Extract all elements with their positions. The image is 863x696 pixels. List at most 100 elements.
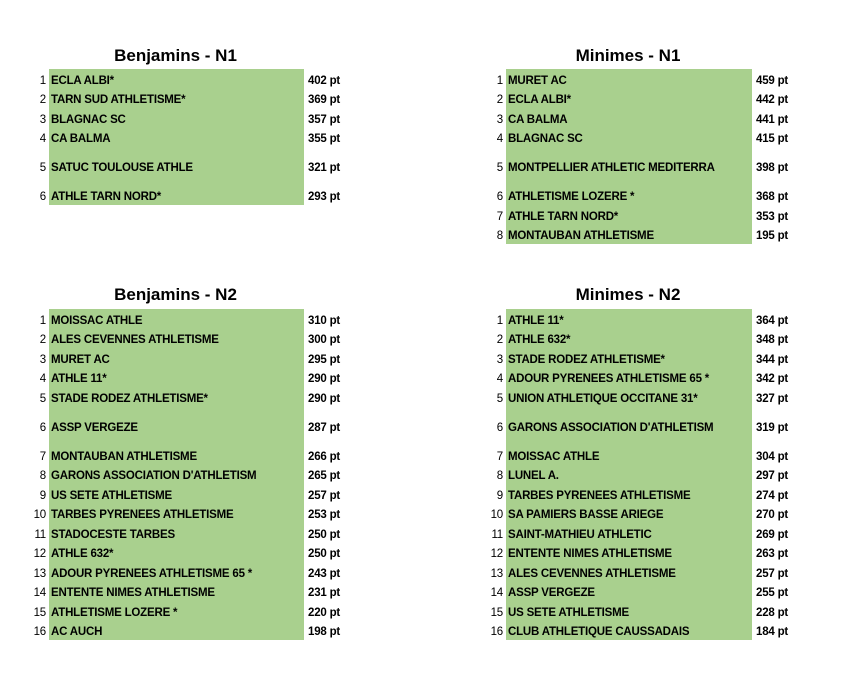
points-cell: 290 pt [308, 373, 341, 385]
rank-cell: 6 [496, 421, 503, 434]
table-row: 11 SAINT-MATHIEU ATHLETIC 269 pt [480, 523, 788, 543]
table-row: 1 MURET AC 459 pt [480, 69, 788, 89]
rank-cell: 4 [496, 373, 503, 385]
club-cell: SA PAMIERS BASSE ARIEGE [506, 503, 752, 523]
table-row: 16 CLUB ATHLETIQUE CAUSSADAIS 184 pt [480, 620, 789, 640]
table-title: Benjamins - N1 [114, 46, 237, 65]
table-row: 5 SATUC TOULOUSE ATHLE 321 pt [30, 147, 340, 176]
rank-cell: 3 [39, 353, 46, 366]
rank-cell: 1 [496, 314, 503, 327]
points-cell: 368 pt [756, 191, 789, 203]
ranking-table: 1 MURET AC 459 pt 2 ECLA ALBI* 442 pt 3 CA BALM… [480, 69, 788, 244]
rank-cell: 2 [496, 94, 503, 106]
points-cell: 441 pt [756, 113, 789, 126]
club-cell: CLUB ATHLETIQUE CAUSSADAIS [506, 620, 752, 640]
table-row: 12 ATHLE 632* 250 pt [30, 542, 340, 562]
rank-cell: 10 [490, 509, 504, 521]
table-title: Minimes - N2 [575, 285, 681, 304]
rank-cell: 15 [490, 606, 504, 619]
club-cell: ECLA ALBI* [49, 69, 304, 89]
rank-cell: 12 [490, 548, 504, 560]
points-cell: 263 pt [756, 548, 789, 560]
rank-cell: 1 [39, 74, 46, 87]
points-cell: 353 pt [756, 210, 789, 223]
points-cell: 198 pt [308, 626, 341, 638]
points-cell: 344 pt [756, 353, 789, 366]
club-cell: ENTENTE NIMES ATHLETISME [49, 581, 304, 601]
table-row: 13 ALES CEVENNES ATHLETISME 257 pt [480, 562, 788, 582]
points-cell: 415 pt [756, 133, 789, 145]
rank-cell: 13 [33, 567, 47, 580]
table-row: 9 US SETE ATHLETISME 257 pt [30, 484, 340, 504]
table-title: Minimes - N1 [575, 46, 681, 65]
club-cell: CA BALMA [49, 127, 304, 147]
points-cell: 293 pt [308, 191, 341, 203]
rank-cell: 2 [39, 94, 46, 106]
points-cell: 184 pt [756, 626, 789, 638]
table-row: 14 ENTENTE NIMES ATHLETISME 231 pt [30, 581, 340, 601]
club-cell: TARBES PYRENEES ATHLETISME [506, 484, 752, 504]
club-cell: ENTENTE NIMES ATHLETISME [506, 542, 752, 562]
table-row: 8 GARONS ASSOCIATION D'ATHLETISM 265 pt [30, 464, 340, 484]
table-row: 10 TARBES PYRENEES ATHLETISME 253 pt [30, 503, 340, 523]
club-cell: MURET AC [506, 69, 752, 89]
points-cell: 321 pt [308, 162, 341, 174]
points-cell: 295 pt [308, 353, 341, 366]
club-cell: SATUC TOULOUSE ATHLE [49, 147, 304, 176]
club-cell: AC AUCH [49, 620, 304, 640]
club-cell: MONTAUBAN ATHLETISME [506, 224, 752, 244]
club-cell: ATHLETISME LOZERE * [506, 176, 752, 205]
rank-cell: 2 [496, 334, 503, 346]
club-cell: TARBES PYRENEES ATHLETISME [49, 503, 304, 523]
rank-cell: 6 [496, 191, 503, 203]
club-cell: STADE RODEZ ATHLETISME* [506, 348, 752, 368]
points-cell: 327 pt [756, 392, 789, 405]
club-cell: BLAGNAC SC [506, 127, 752, 147]
points-cell: 342 pt [756, 373, 789, 385]
rank-cell: 6 [39, 421, 46, 434]
points-cell: 442 pt [756, 94, 789, 106]
points-cell: 257 pt [756, 567, 789, 580]
rank-cell: 7 [496, 450, 503, 463]
club-cell: ALES CEVENNES ATHLETISME [506, 562, 752, 582]
rank-cell: 3 [496, 113, 503, 126]
table-row: 12 ENTENTE NIMES ATHLETISME 263 pt [480, 542, 789, 562]
club-cell: ECLA ALBI* [506, 88, 752, 108]
club-cell: ALES CEVENNES ATHLETISME [49, 328, 304, 348]
ranking-table: 1 MOISSAC ATHLE 310 pt 2 ALES CEVENNES ATHLE… [30, 309, 340, 640]
rank-cell: 11 [491, 528, 503, 541]
points-cell: 228 pt [756, 606, 789, 619]
points-cell: 266 pt [308, 450, 341, 463]
rank-cell: 8 [496, 230, 503, 242]
club-cell: MURET AC [49, 348, 304, 368]
rank-cell: 9 [39, 489, 46, 502]
club-cell: ASSP VERGEZE [49, 406, 304, 436]
rank-cell: 12 [33, 548, 47, 560]
rank-cell: 8 [39, 470, 46, 482]
points-cell: 257 pt [308, 489, 341, 502]
club-cell: STADE RODEZ ATHLETISME* [49, 387, 304, 407]
points-cell: 357 pt [308, 113, 341, 126]
rank-cell: 3 [496, 353, 503, 366]
rank-cell: 6 [39, 191, 46, 203]
points-cell: 398 pt [756, 162, 789, 174]
table-title: Benjamins - N2 [114, 285, 237, 304]
table-row: 4 CA BALMA 355 pt [30, 127, 340, 147]
points-cell: 274 pt [756, 489, 789, 502]
club-cell: ATHLE TARN NORD* [506, 205, 752, 225]
table-row: 7 MONTAUBAN ATHLETISME 266 pt [30, 435, 341, 465]
table-row: 4 ATHLE 11* 290 pt [30, 367, 341, 387]
table-row: 7 MOISSAC ATHLE 304 pt [480, 435, 788, 465]
table-row: 6 ATHLETISME LOZERE * 368 pt [480, 176, 788, 205]
club-cell: ATHLE 632* [49, 542, 304, 562]
table-row: 11 STADOCESTE TARBES 250 pt [30, 523, 340, 543]
club-cell: SAINT-MATHIEU ATHLETIC [506, 523, 752, 543]
points-cell: 255 pt [756, 587, 789, 599]
club-cell: ATHLE 632* [506, 328, 752, 348]
rank-cell: 16 [33, 626, 47, 638]
rank-cell: 13 [490, 567, 504, 580]
table-row: 8 MONTAUBAN ATHLETISME 195 pt [480, 224, 788, 244]
ranking-table: 1 ATHLE 11* 364 pt 2 ATHLE 632* 348 pt 3 STADE … [480, 309, 788, 640]
rank-cell: 10 [33, 509, 47, 521]
table-row: 6 ASSP VERGEZE 287 pt [30, 406, 340, 436]
